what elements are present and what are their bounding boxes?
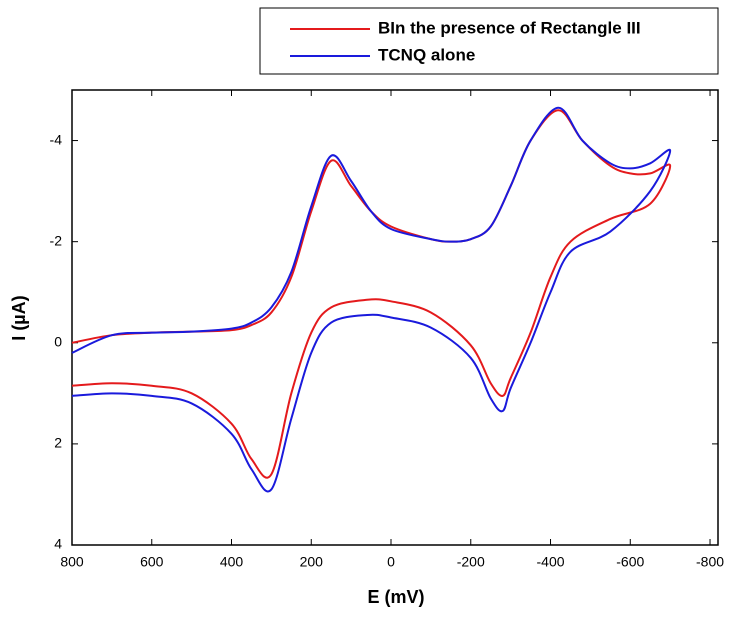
x-tick-label: -200 [457,554,485,570]
y-axis-label: I (µA) [9,295,29,340]
x-tick-label: -600 [616,554,644,570]
x-tick-label: -800 [696,554,724,570]
y-tick-label: -2 [50,232,63,248]
y-tick-label: 2 [54,435,62,451]
y-tick-label: -4 [50,131,63,147]
plot-frame [71,89,719,546]
legend-label: BIn the presence of Rectangle III [378,18,641,37]
x-tick-label: 200 [300,554,324,570]
x-tick-label: 0 [387,554,395,570]
x-tick-label: 800 [60,554,84,570]
data-line [71,109,672,479]
x-axis-label: E (mV) [367,587,424,607]
x-tick-label: 400 [220,554,244,570]
data-line [71,106,672,493]
y-tick-label: 0 [54,333,62,349]
x-tick-label: 600 [140,554,164,570]
x-tick-label: -400 [537,554,565,570]
y-tick-label: 4 [54,536,62,552]
legend-label: TCNQ alone [378,45,475,64]
legend-box [259,7,719,75]
